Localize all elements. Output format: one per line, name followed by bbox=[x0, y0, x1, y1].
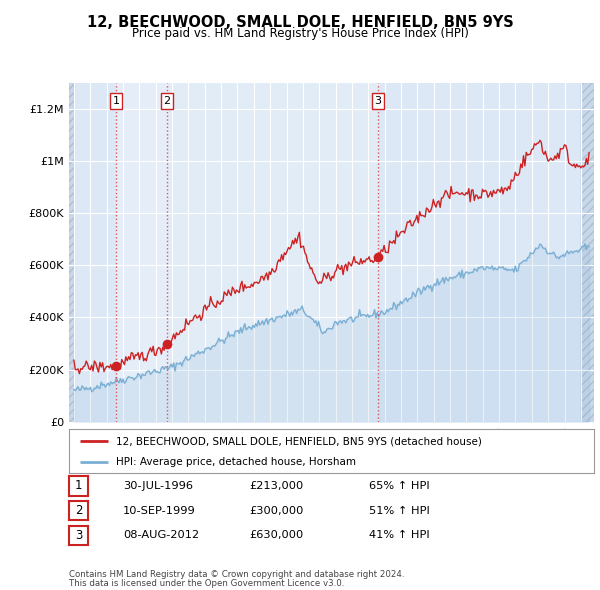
Bar bbox=[581, 83, 594, 422]
Text: £213,000: £213,000 bbox=[249, 481, 303, 491]
Text: 1: 1 bbox=[75, 479, 82, 493]
Text: Contains HM Land Registry data © Crown copyright and database right 2024.: Contains HM Land Registry data © Crown c… bbox=[69, 570, 404, 579]
Text: £300,000: £300,000 bbox=[249, 506, 304, 516]
Text: 65% ↑ HPI: 65% ↑ HPI bbox=[369, 481, 430, 491]
Bar bbox=[581, 83, 594, 422]
Text: 2: 2 bbox=[75, 504, 82, 517]
Bar bbox=[69, 83, 74, 422]
Text: Price paid vs. HM Land Registry's House Price Index (HPI): Price paid vs. HM Land Registry's House … bbox=[131, 27, 469, 40]
Text: 30-JUL-1996: 30-JUL-1996 bbox=[123, 481, 193, 491]
Text: 2: 2 bbox=[163, 96, 170, 106]
Text: £630,000: £630,000 bbox=[249, 530, 303, 540]
Bar bbox=[69, 83, 74, 422]
Text: 3: 3 bbox=[374, 96, 382, 106]
Text: HPI: Average price, detached house, Horsham: HPI: Average price, detached house, Hors… bbox=[116, 457, 356, 467]
Text: This data is licensed under the Open Government Licence v3.0.: This data is licensed under the Open Gov… bbox=[69, 579, 344, 588]
Bar bbox=[116, 83, 167, 422]
Text: 1: 1 bbox=[112, 96, 119, 106]
Text: 51% ↑ HPI: 51% ↑ HPI bbox=[369, 506, 430, 516]
Text: 12, BEECHWOOD, SMALL DOLE, HENFIELD, BN5 9YS: 12, BEECHWOOD, SMALL DOLE, HENFIELD, BN5… bbox=[86, 15, 514, 30]
Text: 3: 3 bbox=[75, 529, 82, 542]
Text: 12, BEECHWOOD, SMALL DOLE, HENFIELD, BN5 9YS (detached house): 12, BEECHWOOD, SMALL DOLE, HENFIELD, BN5… bbox=[116, 437, 482, 446]
Text: 41% ↑ HPI: 41% ↑ HPI bbox=[369, 530, 430, 540]
Text: 10-SEP-1999: 10-SEP-1999 bbox=[123, 506, 196, 516]
Text: 08-AUG-2012: 08-AUG-2012 bbox=[123, 530, 199, 540]
Bar bbox=[167, 83, 378, 422]
